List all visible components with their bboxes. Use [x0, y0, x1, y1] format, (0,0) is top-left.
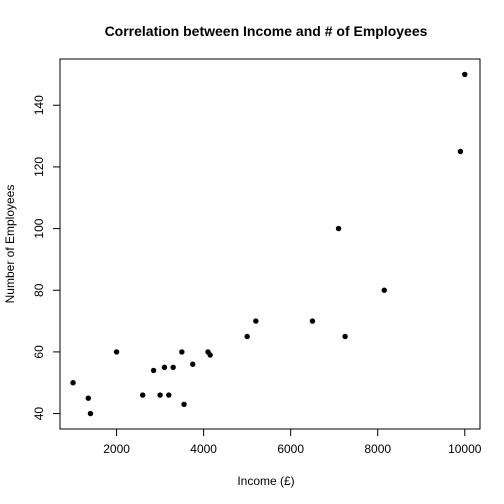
y-tick-label: 60	[32, 345, 46, 359]
y-tick-label: 120	[32, 157, 46, 177]
data-point	[190, 361, 196, 367]
y-tick-label: 140	[32, 95, 46, 115]
x-axis-label: Income (£)	[237, 474, 294, 488]
x-tick-label: 10000	[448, 442, 482, 456]
data-point	[87, 410, 94, 417]
data-point	[170, 364, 176, 371]
y-tick-label: 40	[32, 407, 46, 421]
data-point	[150, 367, 157, 374]
data-point	[166, 392, 172, 398]
data-point	[207, 352, 213, 358]
data-point	[70, 380, 76, 386]
y-tick-label: 80	[32, 283, 46, 297]
x-axis: 2000 4000 6000 8000 10000	[103, 428, 482, 456]
x-tick-label: 2000	[103, 442, 130, 456]
data-point	[309, 318, 316, 324]
plot-area-frame	[59, 58, 481, 430]
data-point	[157, 392, 163, 398]
y-axis: 40 60 80 100 120 140	[32, 95, 61, 421]
y-axis-label: Number of Employees	[3, 185, 17, 304]
data-points	[70, 71, 468, 417]
data-point	[181, 401, 187, 408]
data-point	[462, 71, 468, 78]
data-point	[381, 287, 387, 293]
x-tick-label: 8000	[364, 442, 391, 456]
x-tick-label: 6000	[277, 442, 304, 456]
data-point	[244, 333, 250, 340]
chart-title: Correlation between Income and # of Empl…	[105, 23, 428, 39]
data-point	[85, 395, 91, 401]
y-tick-label: 100	[32, 218, 46, 238]
data-point	[139, 392, 146, 398]
data-point	[342, 333, 348, 340]
data-point	[161, 364, 168, 371]
data-point	[457, 148, 464, 155]
data-point	[253, 318, 259, 324]
data-point	[335, 225, 342, 232]
data-point	[179, 349, 185, 355]
x-tick-label: 4000	[190, 442, 217, 456]
data-point	[113, 349, 120, 355]
